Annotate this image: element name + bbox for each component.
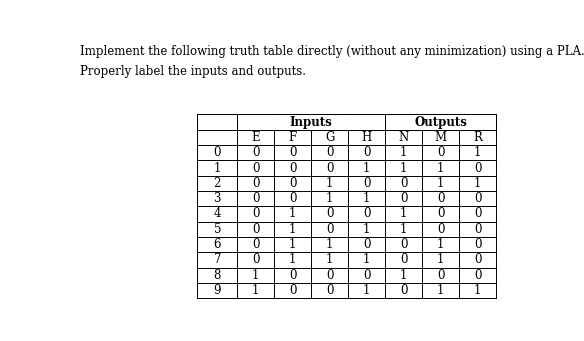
Text: 0: 0 bbox=[363, 207, 370, 221]
Text: 1: 1 bbox=[474, 284, 481, 297]
Text: 0: 0 bbox=[474, 238, 481, 251]
Text: 0: 0 bbox=[252, 238, 259, 251]
Text: 1: 1 bbox=[400, 269, 408, 282]
Text: 0: 0 bbox=[474, 192, 481, 205]
Text: 1: 1 bbox=[289, 253, 297, 266]
Text: 0: 0 bbox=[289, 177, 297, 190]
Text: 1: 1 bbox=[289, 238, 297, 251]
Text: 0: 0 bbox=[252, 223, 259, 236]
Text: Implement the following truth table directly (without any minimization) using a : Implement the following truth table dire… bbox=[80, 45, 584, 58]
Text: 0: 0 bbox=[252, 253, 259, 266]
Text: 0: 0 bbox=[326, 223, 333, 236]
Text: 1: 1 bbox=[437, 253, 444, 266]
Text: 0: 0 bbox=[326, 207, 333, 221]
Text: 8: 8 bbox=[214, 269, 221, 282]
Text: 1: 1 bbox=[400, 207, 408, 221]
Text: 1: 1 bbox=[326, 177, 333, 190]
Text: 1: 1 bbox=[474, 146, 481, 159]
Text: 7: 7 bbox=[214, 253, 221, 266]
Text: G: G bbox=[325, 131, 335, 144]
Text: 0: 0 bbox=[289, 284, 297, 297]
Text: 4: 4 bbox=[214, 207, 221, 221]
Text: 1: 1 bbox=[252, 284, 259, 297]
Text: 0: 0 bbox=[326, 146, 333, 159]
Text: 0: 0 bbox=[214, 146, 221, 159]
Text: 1: 1 bbox=[326, 253, 333, 266]
Bar bbox=[347, 115, 350, 130]
Text: 1: 1 bbox=[363, 223, 370, 236]
Text: 0: 0 bbox=[252, 192, 259, 205]
Text: 0: 0 bbox=[437, 207, 444, 221]
Text: 0: 0 bbox=[252, 146, 259, 159]
Text: 0: 0 bbox=[252, 177, 259, 190]
Text: 1: 1 bbox=[326, 238, 333, 251]
Text: 1: 1 bbox=[289, 207, 297, 221]
Text: 1: 1 bbox=[326, 192, 333, 205]
Text: 0: 0 bbox=[363, 269, 370, 282]
Text: 1: 1 bbox=[437, 177, 444, 190]
Text: 1: 1 bbox=[363, 253, 370, 266]
Text: 0: 0 bbox=[474, 162, 481, 175]
Text: 0: 0 bbox=[437, 146, 444, 159]
Text: M: M bbox=[434, 131, 447, 144]
Text: 1: 1 bbox=[437, 284, 444, 297]
Text: 0: 0 bbox=[326, 284, 333, 297]
Text: 0: 0 bbox=[400, 192, 408, 205]
Text: 1: 1 bbox=[252, 269, 259, 282]
Text: 0: 0 bbox=[437, 192, 444, 205]
Text: 0: 0 bbox=[474, 253, 481, 266]
Text: F: F bbox=[288, 131, 297, 144]
Text: 0: 0 bbox=[400, 238, 408, 251]
Text: Properly label the inputs and outputs.: Properly label the inputs and outputs. bbox=[80, 64, 306, 77]
Text: 1: 1 bbox=[437, 162, 444, 175]
Text: 0: 0 bbox=[252, 207, 259, 221]
Text: 0: 0 bbox=[363, 177, 370, 190]
Text: 1: 1 bbox=[437, 238, 444, 251]
Text: 1: 1 bbox=[363, 192, 370, 205]
Text: 0: 0 bbox=[289, 146, 297, 159]
Text: 1: 1 bbox=[214, 162, 221, 175]
Text: 9: 9 bbox=[214, 284, 221, 297]
Text: Inputs: Inputs bbox=[290, 116, 332, 129]
Text: 1: 1 bbox=[400, 146, 408, 159]
Text: 0: 0 bbox=[289, 192, 297, 205]
Text: 0: 0 bbox=[400, 253, 408, 266]
Text: 0: 0 bbox=[363, 238, 370, 251]
Text: 1: 1 bbox=[400, 223, 408, 236]
Text: 1: 1 bbox=[400, 162, 408, 175]
Text: H: H bbox=[361, 131, 372, 144]
Text: 6: 6 bbox=[214, 238, 221, 251]
Bar bbox=[421, 115, 423, 130]
Text: E: E bbox=[251, 131, 260, 144]
Text: 1: 1 bbox=[474, 177, 481, 190]
Text: 0: 0 bbox=[289, 162, 297, 175]
Text: Outputs: Outputs bbox=[414, 116, 467, 129]
Text: 2: 2 bbox=[214, 177, 221, 190]
Text: 1: 1 bbox=[363, 284, 370, 297]
Text: 1: 1 bbox=[289, 223, 297, 236]
Bar bbox=[310, 115, 312, 130]
Text: 0: 0 bbox=[437, 223, 444, 236]
Text: N: N bbox=[398, 131, 409, 144]
Text: 3: 3 bbox=[214, 192, 221, 205]
Text: 0: 0 bbox=[326, 269, 333, 282]
Text: 5: 5 bbox=[214, 223, 221, 236]
Text: 1: 1 bbox=[363, 162, 370, 175]
Text: 0: 0 bbox=[437, 269, 444, 282]
Text: R: R bbox=[473, 131, 482, 144]
Text: 0: 0 bbox=[400, 284, 408, 297]
Text: 0: 0 bbox=[363, 146, 370, 159]
Text: 0: 0 bbox=[289, 269, 297, 282]
Bar bbox=[273, 115, 276, 130]
Text: 0: 0 bbox=[474, 207, 481, 221]
Text: 0: 0 bbox=[400, 177, 408, 190]
Text: 0: 0 bbox=[474, 223, 481, 236]
Text: 0: 0 bbox=[474, 269, 481, 282]
Bar bbox=[458, 115, 461, 130]
Text: 0: 0 bbox=[326, 162, 333, 175]
Text: 0: 0 bbox=[252, 162, 259, 175]
